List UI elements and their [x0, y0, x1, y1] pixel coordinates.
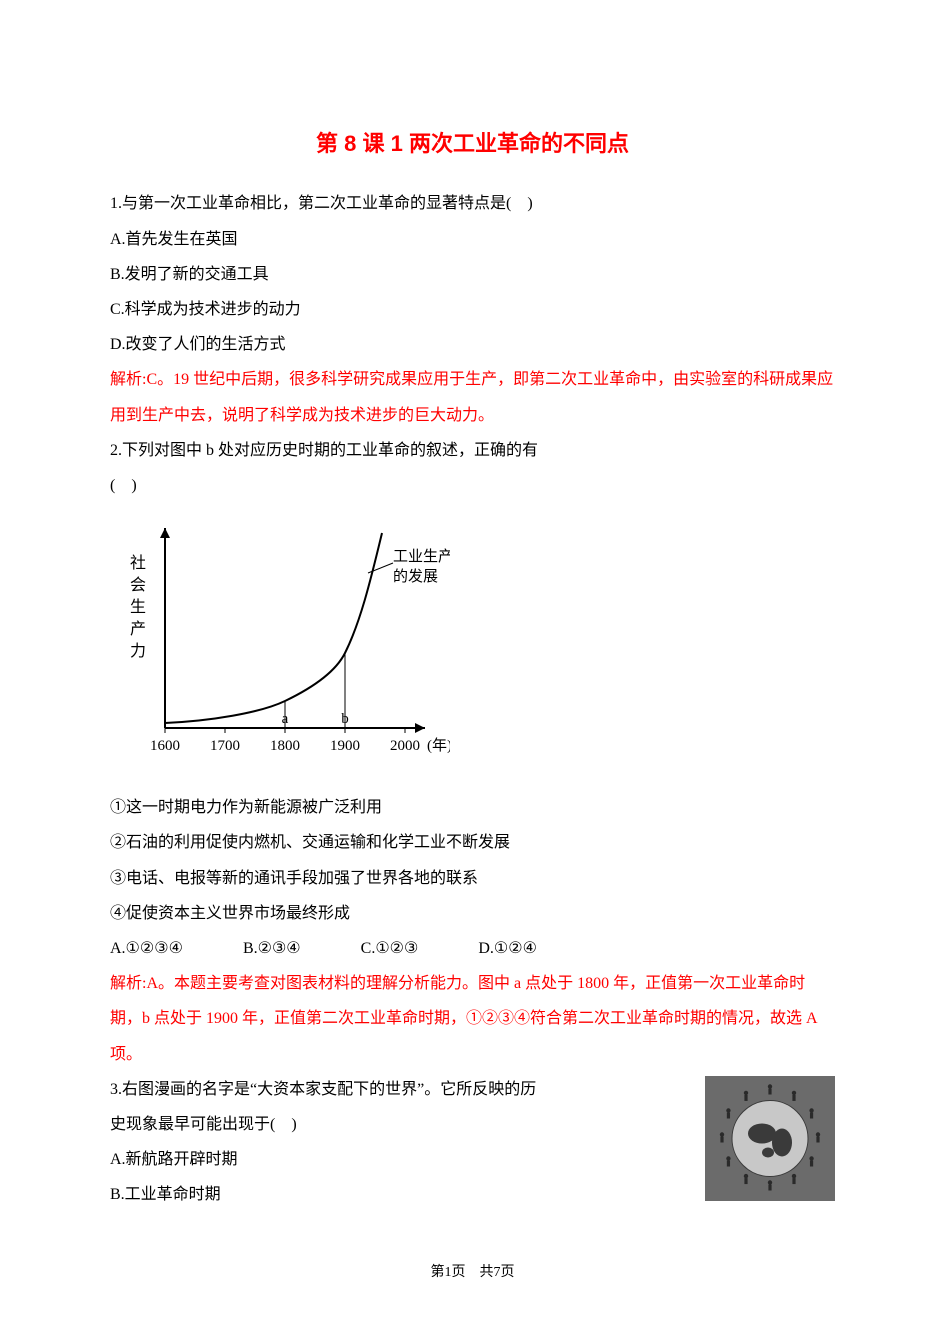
page: 第 8 课 1 两次工业革命的不同点 1.与第一次工业革命相比，第二次工业革命的… — [0, 0, 945, 1329]
svg-text:工业生产: 工业生产 — [393, 548, 450, 565]
svg-text:a: a — [282, 711, 289, 727]
q2-explanation: 解析:A。本题主要考查对图表材料的理解分析能力。图中 a 点处于 1800 年，… — [110, 966, 835, 1072]
globe-svg — [705, 1076, 835, 1201]
chart-svg: 1600 1700 1800 1900 2000 (年) 社会生产力 a b 工业生产的发展 — [110, 513, 450, 773]
svg-text:产: 产 — [130, 620, 146, 638]
svg-text:会: 会 — [130, 576, 146, 594]
q1-opt-a: A.首先发生在英国 — [110, 222, 835, 257]
q2-options: A.①②③④ B.②③④ C.①②③ D.①②④ — [110, 931, 835, 966]
svg-text:(年): (年) — [427, 737, 450, 754]
svg-text:b: b — [341, 711, 349, 727]
q2-opt-c: C.①②③ — [361, 931, 419, 966]
q1-opt-c: C.科学成为技术进步的动力 — [110, 292, 835, 327]
svg-text:1600: 1600 — [150, 738, 180, 754]
q2-stem-line2: ( ) — [110, 468, 835, 503]
productivity-chart: 1600 1700 1800 1900 2000 (年) 社会生产力 a b 工业生产的发展 — [110, 513, 835, 786]
q1-opt-d: D.改变了人们的生活方式 — [110, 327, 835, 362]
q2-statement-3: ③电话、电报等新的通讯手段加强了世界各地的联系 — [110, 861, 835, 896]
svg-text:1900: 1900 — [330, 738, 360, 754]
q2-statement-2: ②石油的利用促使内燃机、交通运输和化学工业不断发展 — [110, 825, 835, 860]
q1-stem: 1.与第一次工业革命相比，第二次工业革命的显著特点是( ) — [110, 186, 835, 221]
page-title: 第 8 课 1 两次工业革命的不同点 — [110, 120, 835, 168]
svg-text:1700: 1700 — [210, 738, 240, 754]
svg-text:社: 社 — [130, 554, 146, 572]
globe-cartoon — [705, 1076, 835, 1214]
q2-stem-line1: 2.下列对图中 b 处对应历史时期的工业革命的叙述，正确的有 — [110, 433, 835, 468]
q1-explanation: 解析:C。19 世纪中后期，很多科学研究成果应用于生产，即第二次工业革命中，由实… — [110, 362, 835, 432]
svg-text:力: 力 — [130, 642, 146, 660]
q2-opt-b: B.②③④ — [243, 931, 301, 966]
q2-statement-4: ④促使资本主义世界市场最终形成 — [110, 896, 835, 931]
q2-opt-d: D.①②④ — [478, 931, 537, 966]
svg-text:2000: 2000 — [390, 738, 420, 754]
q1-opt-b: B.发明了新的交通工具 — [110, 257, 835, 292]
page-footer: 第1页 共7页 — [110, 1258, 835, 1289]
svg-text:的发展: 的发展 — [393, 568, 438, 585]
svg-text:生: 生 — [130, 598, 146, 616]
q2-opt-a: A.①②③④ — [110, 931, 183, 966]
q2-statement-1: ①这一时期电力作为新能源被广泛利用 — [110, 790, 835, 825]
svg-text:1800: 1800 — [270, 738, 300, 754]
